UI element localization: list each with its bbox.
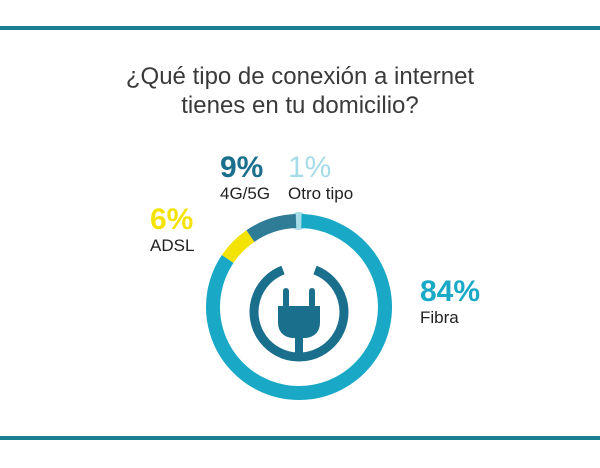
name-4g5g: 4G/5G — [220, 184, 271, 203]
plug-body — [278, 306, 320, 338]
pct-adsl: 6% — [150, 203, 194, 236]
name-adsl: ADSL — [150, 236, 195, 255]
slice-adsl — [221, 230, 255, 264]
donut-slices — [206, 212, 392, 400]
name-fibra: Fibra — [420, 308, 459, 327]
title-line-2: tienes en tu domicilio? — [181, 92, 419, 119]
chart-title: ¿Qué tipo de conexión a internet tienes … — [0, 62, 600, 120]
top-divider — [0, 26, 600, 30]
plug-circle-arc — [249, 265, 349, 362]
plug-prong-left — [283, 288, 289, 308]
bottom-divider — [0, 436, 600, 440]
pct-otro: 1% — [288, 151, 332, 184]
label-otro: 1% Otro tipo — [288, 152, 353, 204]
pct-4g5g: 9% — [220, 151, 264, 184]
plug-prong-right — [309, 288, 315, 308]
label-adsl: 6% ADSL — [150, 204, 194, 256]
power-plug-icon — [249, 265, 349, 362]
label-4g5g: 9% 4G/5G — [220, 152, 270, 204]
name-otro: Otro tipo — [288, 184, 354, 203]
label-fibra: 84% Fibra — [420, 276, 480, 328]
plug-cable — [295, 336, 303, 356]
pct-fibra: 84% — [420, 275, 481, 308]
slice-4g-5g — [246, 214, 297, 242]
slice-fibra — [206, 214, 392, 400]
title-line-1: ¿Qué tipo de conexión a internet — [125, 63, 475, 90]
